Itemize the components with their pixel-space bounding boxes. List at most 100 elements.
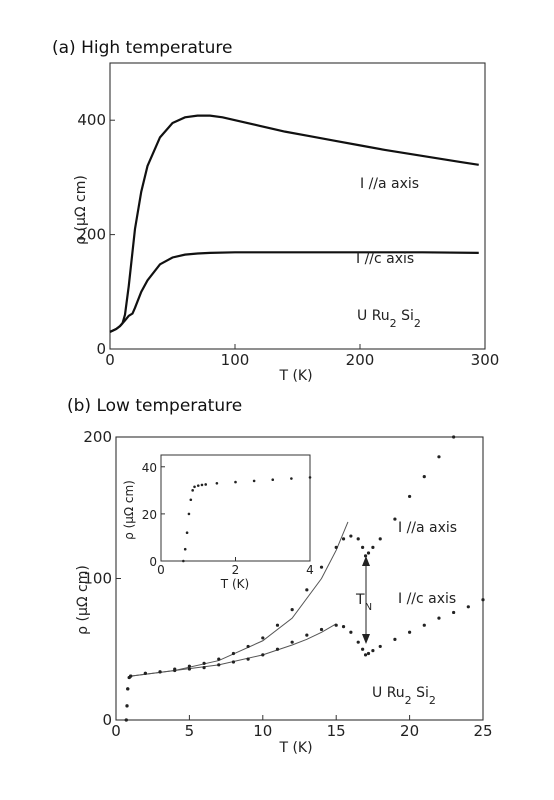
series-c-axis-point — [361, 647, 365, 651]
series-a-axis-point — [334, 545, 338, 549]
series-a-axis-point — [356, 537, 360, 541]
series-c-axis-point — [408, 630, 412, 634]
series-c-axis-point — [393, 637, 397, 641]
inset-frame — [160, 454, 311, 562]
panel-b-ytick-label: 100 — [83, 570, 112, 588]
inset-ylabel: ρ (μΩ cm) — [122, 480, 136, 540]
series-c-axis-point — [217, 663, 221, 667]
series-c-axis-point — [231, 660, 236, 664]
series-c-axis-point — [143, 671, 147, 675]
panel-b-ytick-label: 0 — [102, 711, 112, 729]
panel-b-label-c-axis: I //c axis — [398, 591, 456, 607]
panel-b-xlabel: T (K) — [278, 740, 312, 756]
panel-a-compound-label: U Ru2 Si2 — [357, 308, 421, 330]
panel-b-tn-label: TN — [355, 592, 372, 613]
inset-series-point — [187, 512, 191, 516]
inset-series-point — [182, 559, 185, 563]
series-a-axis-point — [290, 608, 294, 612]
inset-series-point — [204, 483, 207, 486]
panel-b-xtick-label: 25 — [473, 722, 492, 740]
series-c-axis-point — [366, 651, 371, 656]
inset-xtick-label: 2 — [232, 563, 240, 577]
series-c-axis-point — [378, 644, 382, 649]
series-a-axis-point — [366, 551, 371, 555]
series-c-axis-point — [124, 718, 128, 722]
series-a-axis-point — [393, 517, 397, 521]
panel-a: (a) High temperature 0 100 200 300 0 200 400 T… — [52, 38, 499, 384]
series-c-axis-point — [158, 670, 162, 674]
panel-a-xtick-label: 100 — [221, 351, 250, 369]
series-c-axis-point — [125, 704, 129, 708]
series-a-axis-point — [202, 661, 206, 666]
panel-a-label-a-axis: I //a axis — [360, 176, 419, 192]
series-c-axis-point — [422, 623, 426, 627]
panel-a-series — [109, 114, 479, 333]
panel-a-ticks: 0 100 200 300 0 200 400 — [77, 111, 499, 369]
inset-series-point — [271, 478, 275, 482]
series-a-axis-point — [378, 537, 382, 541]
inset-series — [182, 476, 312, 563]
series-c-axis-point — [437, 616, 441, 620]
panel-a-title: (a) High temperature — [52, 38, 232, 58]
series-c-axis-point — [129, 674, 133, 678]
panel-a-ylabel: ρ (μΩ cm) — [73, 175, 89, 245]
inset-xtick-label: 0 — [157, 563, 165, 577]
series-a-axis-point — [261, 636, 265, 640]
series-c-axis-point — [275, 647, 280, 651]
panel-a-ytick-label: 400 — [77, 111, 106, 129]
panel-b-ylabel: ρ (μΩ cm) — [75, 565, 91, 635]
series-c-axis-point — [481, 598, 485, 602]
inset-ytick-label: 40 — [142, 461, 157, 475]
series-a-axis-point — [361, 545, 365, 549]
series-a-axis-point — [319, 565, 324, 569]
series-c-axis-point — [173, 668, 177, 673]
inset-series-point — [215, 481, 219, 485]
inset-xtick-label: 4 — [306, 563, 314, 577]
fit-line-a — [130, 521, 349, 677]
inset-xlabel: T (K) — [220, 577, 249, 591]
series-c-axis-point — [341, 625, 346, 629]
panel-b-compound-label: U Ru2 Si2 — [372, 685, 436, 707]
panel-b-series — [124, 435, 485, 722]
inset-series-point — [189, 498, 193, 502]
panel-b-xtick-label: 5 — [185, 722, 195, 740]
series-a-axis-point — [349, 534, 353, 538]
series-c-axis-point — [246, 657, 250, 661]
panel-b-xtick-label: 15 — [327, 722, 346, 740]
series-c-axis-point — [126, 687, 130, 691]
panel-a-xtick-label: 200 — [346, 351, 375, 369]
fit-line-c — [130, 623, 337, 677]
series-a-axis-point — [341, 537, 346, 541]
panel-a-xtick-label: 300 — [471, 351, 500, 369]
panel-b-label-a-axis: I //a axis — [398, 520, 457, 536]
series-a-axis-point — [246, 644, 250, 649]
panel-b-ytick-label: 200 — [83, 428, 112, 446]
inset-series-point — [185, 531, 189, 535]
series-a-axis-point — [305, 588, 309, 592]
panel-a-frame — [109, 62, 486, 350]
series-c-axis-line — [109, 251, 479, 333]
series-a-axis-point — [363, 554, 368, 558]
panel-a-label-c-axis: I //c axis — [356, 251, 414, 267]
series-a-axis-point — [217, 657, 221, 661]
panel-b-tn-arrow — [362, 556, 370, 644]
panel-a-ytick-label: 0 — [96, 340, 106, 358]
series-c-axis-point — [261, 653, 265, 657]
series-a-axis-point — [422, 475, 426, 479]
inset-series-point — [183, 547, 187, 551]
series-a-axis-point — [231, 651, 236, 656]
series-a-axis-point — [452, 435, 456, 439]
series-a-axis-line — [109, 114, 479, 333]
inset-series-point — [308, 476, 312, 479]
inset-series-point — [290, 477, 293, 480]
inset-series-point — [200, 483, 204, 487]
series-c-axis-point — [334, 623, 338, 627]
series-c-axis-point — [290, 640, 294, 644]
panel-b-xtick-label: 0 — [111, 722, 121, 740]
series-c-axis-point — [187, 667, 191, 671]
series-a-axis-point — [437, 455, 441, 459]
